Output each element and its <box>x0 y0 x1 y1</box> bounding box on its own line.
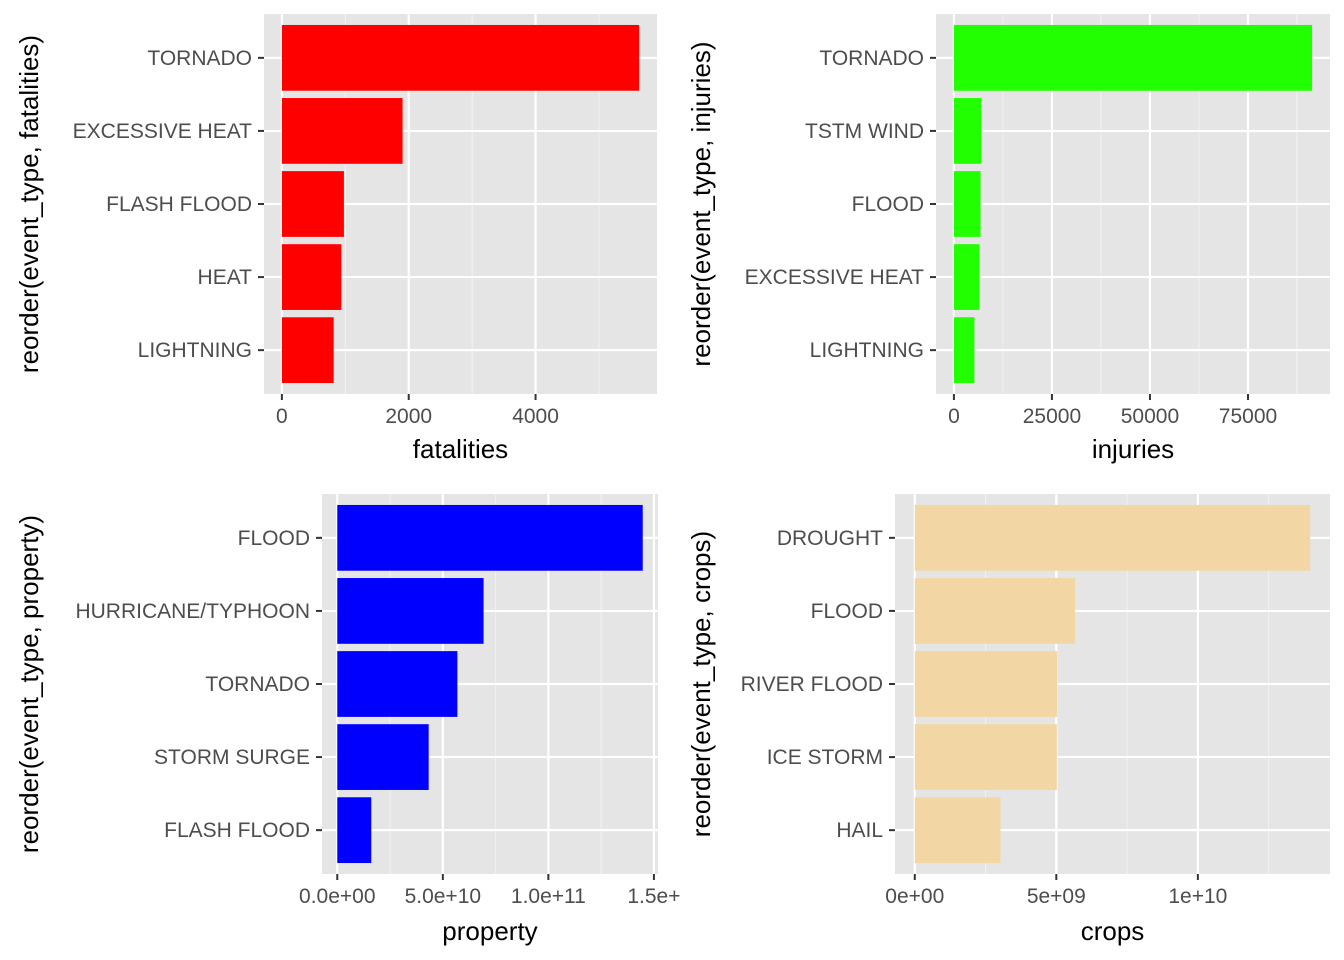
x-tick-label: 4000 <box>512 405 559 428</box>
bar-tornado <box>953 24 1313 91</box>
bar-storm-surge <box>337 724 429 790</box>
bar-flash-flood <box>281 171 344 237</box>
bar-ice-storm <box>914 724 1057 790</box>
x-tick-label: 0e+00 <box>885 885 944 908</box>
y-tick-label: TORNADO <box>819 47 924 70</box>
bar-flash-flood <box>337 797 372 864</box>
y-tick-label: HAIL <box>836 819 883 842</box>
y-tick-label: TSTM WIND <box>805 120 924 143</box>
panel-1: TORNADO EXCESSIVE HEAT FLASH FLOOD HEAT LIGH… <box>14 14 657 464</box>
bar-hail <box>914 797 1001 864</box>
bar-river-flood <box>914 651 1058 717</box>
y-tick-label: TORNADO <box>205 673 310 696</box>
panel-4: DROUGHT FLOOD RIVER FLOOD ICE STORM HAIL 0e+0… <box>686 494 1330 946</box>
panel-3: FLOOD HURRICANE/TYPHOON TORNADO STORM SURGE… <box>14 494 680 946</box>
y-tick-label: HURRICANE/TYPHOON <box>75 600 310 623</box>
bar-drought <box>914 504 1311 571</box>
x-tick-label: 1.0e+11 <box>511 885 586 908</box>
y-tick-label: RIVER FLOOD <box>741 673 883 696</box>
x-axis-title: property <box>442 916 537 946</box>
y-tick-label: FLOOD <box>811 600 883 623</box>
y-tick-label: FLOOD <box>238 527 310 550</box>
y-tick-label: FLOOD <box>852 193 924 216</box>
bar-flood <box>337 504 643 571</box>
y-tick-label: LIGHTNING <box>810 339 924 362</box>
y-tick-label: EXCESSIVE HEAT <box>745 266 925 289</box>
bar-excessive-heat <box>953 244 980 310</box>
y-axis-title: reorder(event_type, injuries) <box>686 41 716 366</box>
x-tick-label: 25000 <box>1023 405 1081 428</box>
x-axis-title: fatalities <box>413 434 508 464</box>
bar-hurricane-typhoon <box>337 578 484 644</box>
bar-heat <box>281 244 342 310</box>
x-axis-title: injuries <box>1092 434 1174 464</box>
bar-flood <box>914 578 1075 644</box>
y-tick-label: STORM SURGE <box>154 746 310 769</box>
y-axis-title: reorder(event_type, fatalities) <box>14 35 44 373</box>
bar-flood <box>953 171 981 237</box>
y-tick-label: EXCESSIVE HEAT <box>73 120 253 143</box>
x-tick-label: 75000 <box>1219 405 1277 428</box>
y-tick-label: TORNADO <box>147 47 252 70</box>
x-axis-title: crops <box>1081 916 1145 946</box>
y-tick-label: LIGHTNING <box>138 339 252 362</box>
bar-tornado <box>337 651 458 717</box>
y-tick-label: HEAT <box>198 266 253 289</box>
bar-excessive-heat <box>281 98 403 164</box>
bar-tornado <box>281 24 640 91</box>
y-axis-title: reorder(event_type, crops) <box>686 531 716 837</box>
bar-lightning <box>281 317 334 384</box>
x-tick-label: 1e+10 <box>1168 885 1227 908</box>
x-tick-label: 2000 <box>385 405 432 428</box>
x-tick-label: 5e+09 <box>1027 885 1086 908</box>
y-tick-label: FLASH FLOOD <box>164 819 310 842</box>
x-tick-label: 0.0e+00 <box>299 885 376 908</box>
x-tick-label: 0 <box>276 405 288 428</box>
bar-lightning <box>953 317 975 384</box>
x-tick-label: 5.0e+10 <box>405 885 482 908</box>
x-tick-label: 50000 <box>1121 405 1179 428</box>
x-tick-label: 1.5e+ <box>627 885 680 908</box>
y-tick-label: DROUGHT <box>777 527 883 550</box>
y-tick-label: FLASH FLOOD <box>106 193 252 216</box>
y-tick-label: ICE STORM <box>767 746 883 769</box>
bar-tstm-wind <box>953 98 982 164</box>
x-tick-label: 0 <box>948 405 960 428</box>
panel-2: TORNADO TSTM WIND FLOOD EXCESSIVE HEAT LIGHT… <box>686 14 1330 464</box>
y-axis-title: reorder(event_type, property) <box>14 515 44 853</box>
